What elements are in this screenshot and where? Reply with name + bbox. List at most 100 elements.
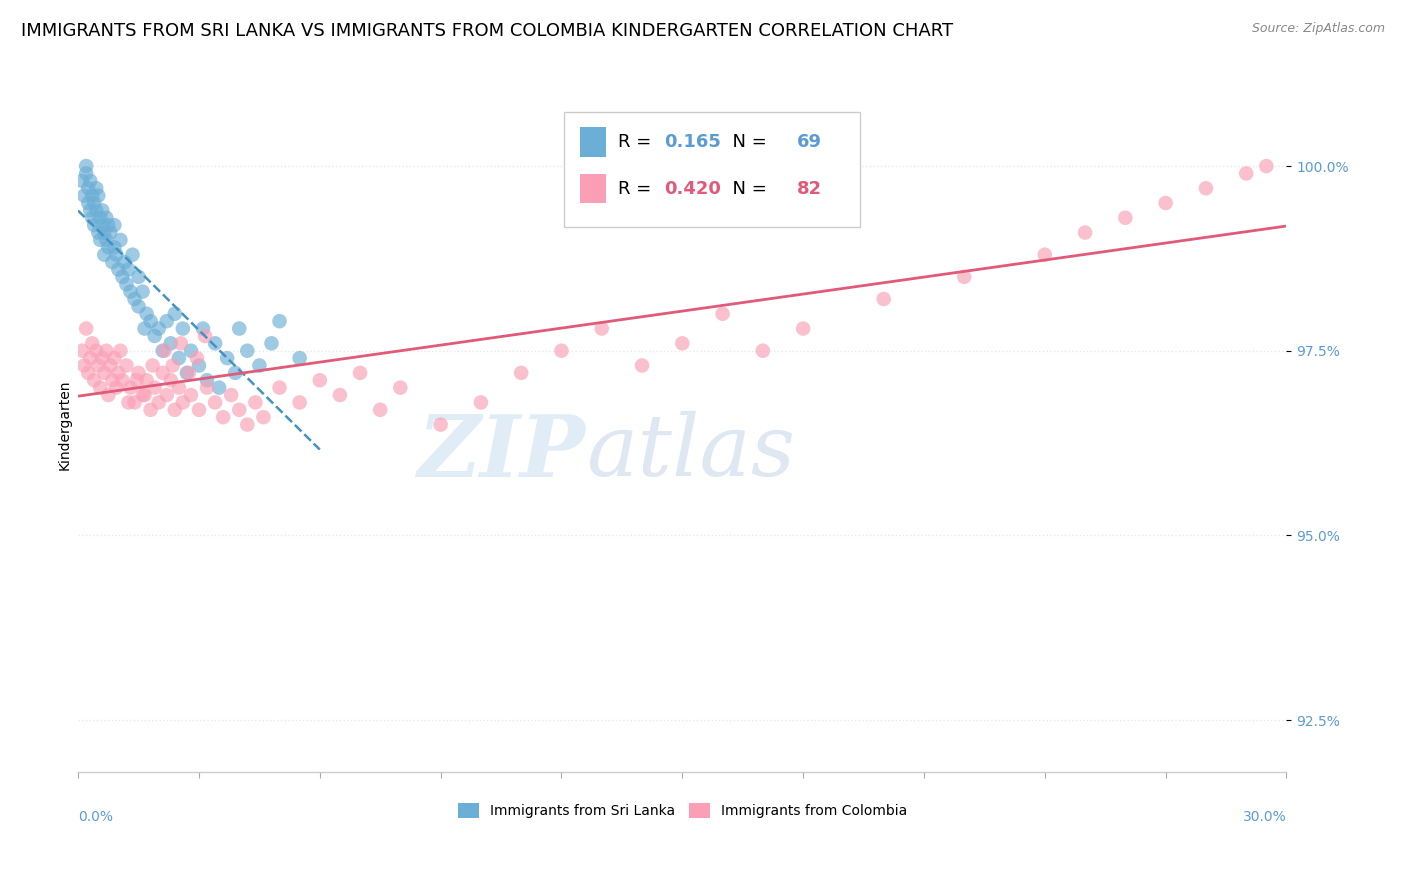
Point (91, 203, 114, 218)
Point (792, 321, 814, 335)
Point (117, 262, 139, 277)
Point (77, 181, 100, 195)
Point (752, 343, 775, 358)
Point (176, 366, 198, 380)
FancyBboxPatch shape (564, 112, 860, 227)
Point (93, 366, 115, 380)
Point (82, 336, 104, 351)
Text: R =: R = (619, 133, 657, 151)
Point (188, 359, 211, 373)
Point (389, 381, 412, 395)
Point (236, 343, 259, 358)
Point (194, 329, 217, 343)
Point (711, 307, 734, 321)
Point (107, 262, 129, 277)
Point (77, 196, 100, 211)
Point (188, 402, 211, 417)
Point (247, 359, 270, 373)
Point (75, 321, 97, 335)
Point (120, 381, 142, 395)
Point (224, 366, 246, 380)
Point (1033, 248, 1056, 262)
Point (73, 359, 96, 373)
Point (429, 417, 451, 432)
Point (631, 359, 654, 373)
Point (111, 269, 134, 284)
Point (550, 343, 572, 358)
Point (1234, 166, 1257, 180)
Point (84, 203, 107, 218)
Point (167, 381, 190, 395)
Point (89, 211, 111, 225)
Point (75, 166, 97, 180)
Point (308, 373, 330, 387)
Point (180, 343, 202, 358)
Y-axis label: Kindergarten: Kindergarten (58, 379, 72, 470)
Point (103, 351, 125, 365)
Point (110, 343, 132, 358)
Point (128, 299, 150, 313)
Point (89, 381, 111, 395)
Text: 0.165: 0.165 (664, 133, 721, 151)
Bar (579, 128, 606, 157)
Point (148, 321, 170, 335)
Point (148, 395, 170, 409)
Point (288, 351, 311, 365)
Point (82, 211, 104, 225)
Point (252, 410, 274, 425)
Point (152, 366, 174, 380)
Point (591, 321, 613, 335)
Point (186, 351, 208, 365)
Text: ZIP: ZIP (418, 410, 586, 494)
Text: IMMIGRANTS FROM SRI LANKA VS IMMIGRANTS FROM COLOMBIA KINDERGARTEN CORRELATION C: IMMIGRANTS FROM SRI LANKA VS IMMIGRANTS … (21, 22, 953, 40)
Point (103, 218, 125, 232)
Point (70, 343, 93, 358)
Point (139, 402, 162, 417)
Point (134, 321, 156, 335)
Point (153, 343, 176, 358)
Point (73, 188, 96, 202)
Text: 0.420: 0.420 (664, 179, 721, 197)
Point (91, 351, 114, 365)
Point (204, 395, 226, 409)
Point (217, 351, 239, 365)
Point (105, 381, 128, 395)
Point (121, 248, 143, 262)
Point (84, 181, 107, 195)
Point (228, 402, 250, 417)
Point (172, 395, 194, 409)
Point (114, 255, 136, 269)
Point (83, 373, 105, 387)
Text: 0.0%: 0.0% (79, 810, 112, 824)
Point (87, 226, 110, 240)
Point (83, 196, 105, 211)
Point (75, 159, 97, 173)
Point (120, 285, 142, 299)
Point (124, 395, 146, 409)
Point (180, 388, 202, 402)
Point (1114, 211, 1136, 225)
Point (470, 395, 492, 409)
Point (177, 366, 200, 380)
Point (83, 218, 105, 232)
Point (269, 314, 291, 328)
Point (228, 321, 250, 335)
Point (329, 388, 352, 402)
Point (204, 336, 226, 351)
Point (110, 233, 132, 247)
Point (368, 402, 391, 417)
Point (510, 366, 533, 380)
Point (219, 388, 242, 402)
Point (260, 336, 283, 351)
Point (79, 203, 101, 218)
Text: R =: R = (619, 179, 657, 197)
Point (1154, 196, 1177, 211)
Point (1074, 226, 1097, 240)
Point (1195, 181, 1218, 195)
Point (191, 321, 214, 335)
Point (288, 395, 311, 409)
Point (156, 388, 179, 402)
Point (128, 269, 150, 284)
Point (103, 240, 125, 254)
Point (82, 188, 104, 202)
